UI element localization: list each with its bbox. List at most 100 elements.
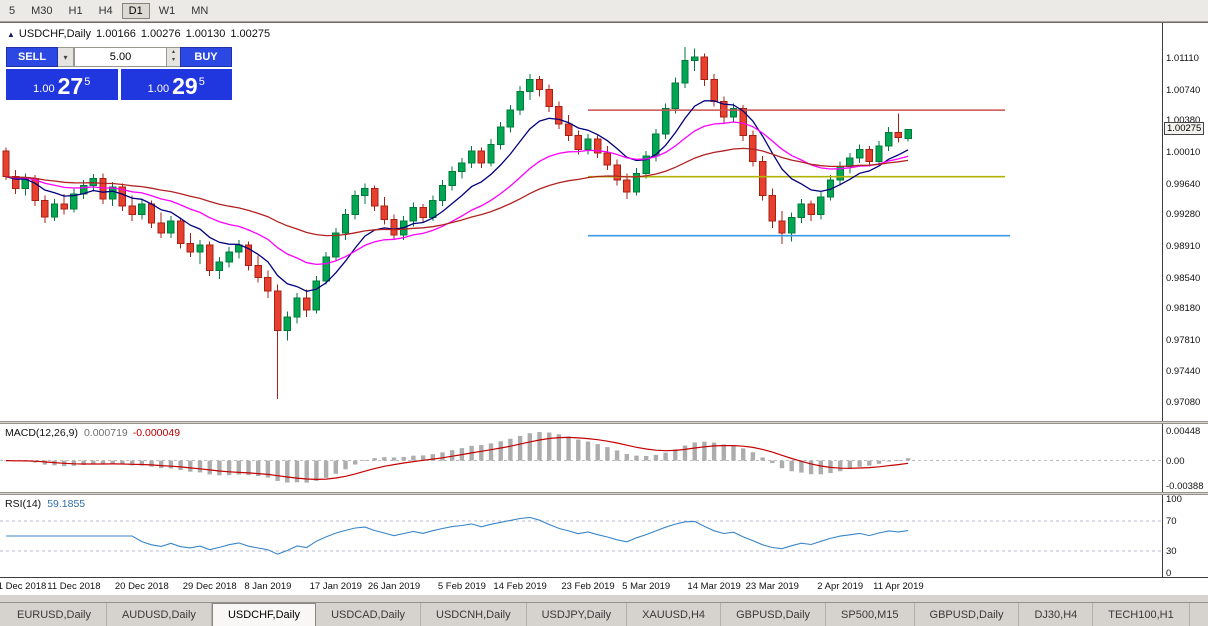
sell-price-big: 27 (57, 73, 84, 99)
sell-price-sup: 5 (84, 76, 91, 88)
price-axis-label: 0.97080 (1166, 397, 1201, 409)
macd-indicator-chart[interactable] (0, 424, 1162, 492)
tab-sp500-m15[interactable]: SP500,M15 (826, 603, 915, 626)
price-axis-label: 0.98180 (1166, 303, 1201, 315)
price-axis-label: 0.98910 (1166, 240, 1201, 252)
tab-gbpusd-daily[interactable]: GBPUSD,Daily (915, 603, 1020, 626)
date-axis-label: 14 Feb 2019 (493, 581, 547, 592)
ohlc-low: 1.00130 (185, 28, 226, 40)
chart-symbol-label: USDCHF,Daily (18, 28, 92, 40)
tab-usdcad-daily[interactable]: USDCAD,Daily (316, 603, 422, 626)
timeframe-button-mn[interactable]: MN (191, 4, 209, 17)
date-axis-label: 11 Dec 2018 (47, 581, 101, 592)
date-axis-label: 2 Apr 2019 (817, 581, 864, 592)
sell-price-prefix: 1.00 (33, 83, 55, 95)
rsi-value: 59.1855 (47, 498, 86, 510)
buy-price-prefix: 1.00 (147, 83, 170, 95)
spinner-down-icon[interactable]: ▾ (171, 57, 175, 63)
rsi-axis-label: 0 (1166, 568, 1172, 579)
macd-axis-label: -0.00388 (1166, 480, 1204, 492)
price-axis-label: 0.99640 (1166, 178, 1201, 190)
timeframe-toolbar: 5 M30 H1 H4 D1 W1 MN (0, 0, 1208, 22)
tab-usdjpy-daily[interactable]: USDJPY,Daily (527, 603, 628, 626)
rsi-indicator-chart[interactable] (0, 495, 1162, 577)
tab-eurusd-daily[interactable]: EURUSD,Daily (2, 603, 107, 626)
ohlc-close: 1.00275 (230, 28, 271, 40)
spinner-up-icon[interactable]: ▴ (171, 49, 175, 55)
moving-average-fast (5, 100, 909, 292)
tab-xauusd-h4[interactable]: XAUUSD,H4 (627, 603, 722, 626)
tab-audusd-daily[interactable]: AUDUSD,Daily (107, 603, 212, 626)
macd-label: MACD(12,26,9) 0.000719 -0.000049 (5, 427, 180, 439)
timeframe-button-w1[interactable]: W1 (158, 4, 176, 17)
buy-price-display[interactable]: 1.00 29 5 (120, 69, 232, 100)
date-axis-label: 8 Jan 2019 (244, 581, 292, 592)
sell-price-display[interactable]: 1.00 27 5 (6, 69, 118, 100)
chart-symbol-icon: ▲ (7, 29, 15, 39)
timeframe-button-m30[interactable]: M30 (31, 4, 53, 17)
macd-value-main: 0.000719 (83, 427, 128, 439)
price-axis-label: 1.01110 (1166, 53, 1199, 65)
chart-tabs-bar: EURUSD,Daily AUDUSD,Daily USDCHF,Daily USDC… (0, 602, 1208, 626)
ohlc-high: 1.00276 (140, 28, 181, 40)
timeframe-button-h4[interactable]: H4 (98, 4, 113, 17)
chevron-down-icon: ▾ (63, 52, 68, 62)
rsi-axis-label: 30 (1166, 545, 1177, 557)
moving-average-medium (5, 121, 909, 266)
date-axis-label: 1 Dec 2018 (0, 581, 47, 592)
date-axis-label: 14 Mar 2019 (687, 581, 741, 592)
rsi-label: RSI(14) 59.1855 (5, 498, 85, 510)
chart-title: ▲ USDCHF,Daily 1.00166 1.00276 1.00130 1… (7, 28, 270, 40)
rsi-axis-label: 70 (1166, 516, 1177, 528)
current-price-tag: 1.00275 (1164, 122, 1205, 136)
tab-usdchf-daily[interactable]: USDCHF,Daily (211, 603, 317, 626)
date-axis-label: 5 Feb 2019 (437, 581, 486, 592)
macd-name: MACD(12,26,9) (5, 427, 78, 439)
price-axis-label: 1.00380 (1166, 115, 1201, 127)
buy-button[interactable]: BUY (180, 47, 232, 67)
sell-button[interactable]: SELL (6, 47, 58, 67)
tab-tech100-h1[interactable]: TECH100,H1 (1093, 603, 1190, 626)
timeframe-button-d1[interactable]: D1 (121, 2, 150, 19)
timeframe-button-5[interactable]: 5 (9, 4, 16, 17)
panel-splitter[interactable] (0, 492, 1208, 495)
date-axis-label: 26 Jan 2019 (367, 581, 421, 592)
price-axis-label: 0.97440 (1166, 366, 1201, 378)
rsi-axis: 100 70 30 0 (1162, 494, 1207, 579)
lot-size-input[interactable] (74, 47, 167, 67)
date-axis-label: 11 Apr 2019 (873, 581, 924, 592)
price-axis-label: 0.98540 (1166, 272, 1201, 284)
price-axis-label: 1.00010 (1166, 146, 1201, 158)
date-axis-label: 29 Dec 2018 (182, 581, 237, 592)
buy-price-big: 29 (172, 73, 198, 99)
date-axis-label: 23 Feb 2019 (561, 581, 615, 592)
date-axis-label: 23 Mar 2019 (745, 581, 799, 592)
buy-price-sup: 5 (198, 76, 205, 88)
price-axis-label: 1.00740 (1166, 84, 1201, 96)
rsi-axis-label: 100 (1166, 494, 1182, 505)
macd-value-signal: -0.000049 (132, 427, 181, 439)
macd-axis: 0.00448 0.00 -0.00388 (1162, 424, 1207, 492)
date-axis-label: 5 Mar 2019 (622, 581, 671, 592)
candlestick-chart[interactable] (0, 23, 1162, 421)
lot-spinner[interactable]: ▴ ▾ (167, 47, 180, 67)
date-axis-label: 17 Jan 2019 (309, 581, 362, 592)
tab-gbpusd-daily[interactable]: GBPUSD,Daily (721, 603, 827, 626)
macd-axis-label: 0.00 (1166, 455, 1185, 467)
date-axis: 1 Dec 2018 11 Dec 2018 20 Dec 2018 29 Dec 2… (0, 577, 1208, 595)
tab-usdcnh-daily[interactable]: USDCNH,Daily (421, 603, 527, 626)
ohlc-open: 1.00166 (96, 28, 136, 40)
lot-size-dropdown[interactable]: ▾ (58, 47, 74, 67)
rsi-name: RSI(14) (5, 498, 42, 510)
price-axis-label: 0.97810 (1166, 334, 1201, 346)
timeframe-button-h1[interactable]: H1 (68, 4, 83, 17)
price-axis: 1.01110 1.00740 1.00380 1.00010 0.99640 0.992… (1162, 23, 1207, 421)
price-axis-label: 0.99280 (1166, 209, 1201, 221)
date-axis-label: 20 Dec 2018 (114, 581, 169, 592)
panel-splitter[interactable] (0, 421, 1208, 424)
tab-dj30-h4[interactable]: DJ30,H4 (1019, 603, 1094, 626)
macd-axis-label: 0.00448 (1166, 426, 1201, 438)
moving-average-slow (5, 147, 909, 237)
